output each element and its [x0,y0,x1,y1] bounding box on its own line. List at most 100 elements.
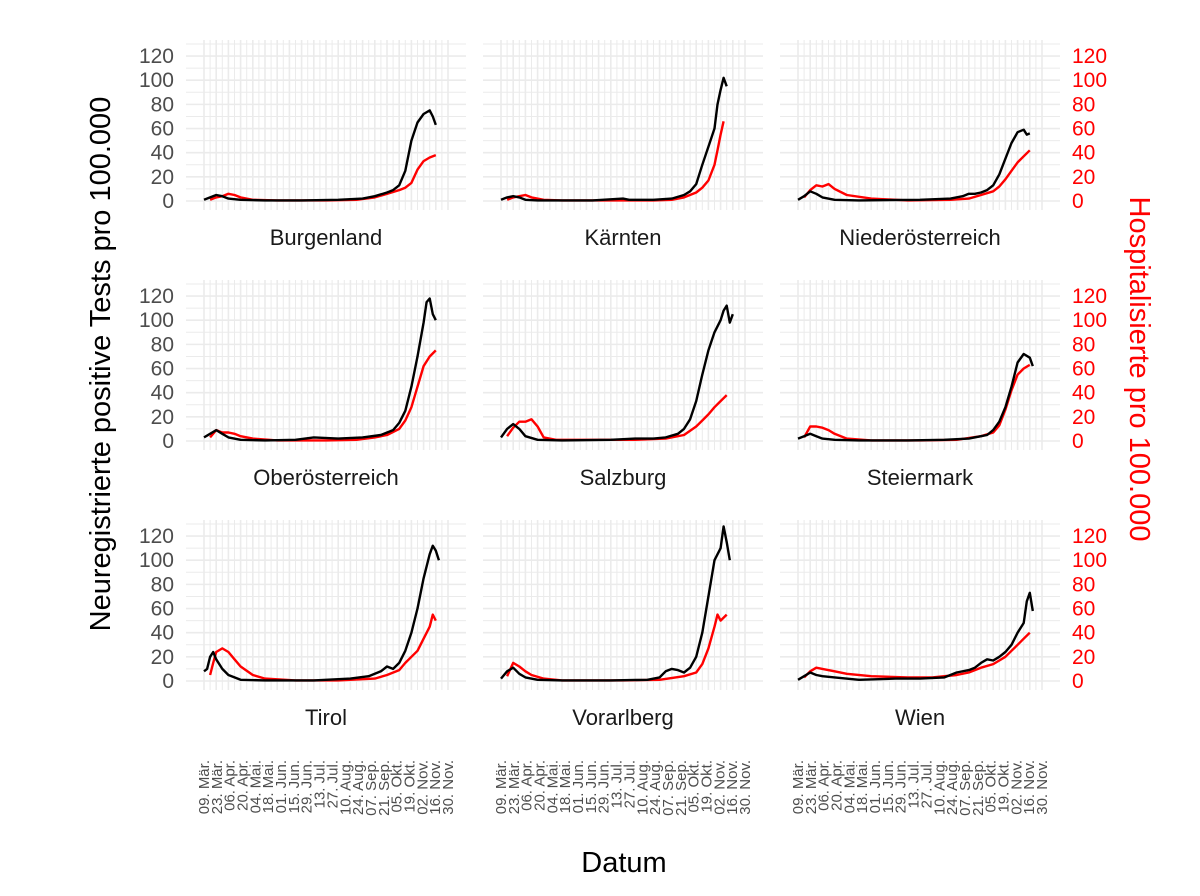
facet-label: Steiermark [867,465,974,490]
tests-series-line [500,525,731,682]
x-tick-label: 16. Nov. [1021,760,1038,815]
y-tick-label-left: 40 [151,622,174,645]
x-tick-label: 21. Sep. [970,760,987,816]
x-tick-label: 01. Jun. [570,760,587,813]
y-tick-label-left: 80 [151,333,174,356]
y-tick-label-left: 100 [139,69,174,92]
panel-Tirol: Tirol [186,520,466,730]
hospital-series-line [803,631,1031,679]
x-tick-label: 16. Nov. [724,760,741,815]
x-tick-label: 04. Mai. [247,760,264,813]
y-tick-label-left: 80 [151,573,174,596]
y-tick-label-right: 80 [1072,93,1095,116]
x-tick-label: 20. Apr. [829,760,846,811]
y-tick-label-left: 120 [139,45,174,68]
x-tick-label: 05. Okt. [983,760,1000,813]
y-tick-label-right: 20 [1072,406,1095,429]
tests-series-line [797,352,1034,442]
x-tick-label: 07. Sep. [363,760,380,816]
facet-label: Burgenland [270,225,383,250]
tests-series-line [500,304,734,442]
y-tick-label-right: 100 [1072,69,1107,92]
x-tick-label: 30. Nov. [440,760,457,815]
y-tick-label-right: 60 [1072,358,1095,381]
tests-series-line [797,128,1031,202]
y-tick-label-left: 0 [162,430,174,453]
x-tick-label: 02. Nov. [414,760,431,815]
y-tick-label-right: 60 [1072,598,1095,621]
panel-Burgenland: Burgenland [186,40,466,250]
facet-label: Wien [895,705,945,730]
y-tick-label-left: 40 [151,382,174,405]
y-tick-label-left: 60 [151,598,174,621]
y-tick-label-right: 100 [1072,309,1107,332]
x-tick-label: 06. Apr. [222,760,239,811]
y-tick-label-left: 20 [151,646,174,669]
y-tick-label-left: 120 [139,525,174,548]
y-tick-label-left: 120 [139,285,174,308]
panel-Salzburg: Salzburg [483,280,763,490]
y-tick-label-left: 60 [151,118,174,141]
y-tick-label-right: 40 [1072,622,1095,645]
x-axis-title: Datum [581,847,666,879]
x-tick-label: 04. Mai. [544,760,561,813]
y-tick-label-right: 40 [1072,142,1095,165]
y-tick-label-left: 0 [162,190,174,213]
y-tick-label-right: 40 [1072,382,1095,405]
x-tick-label: 19. Okt. [699,760,716,813]
x-tick-label: 01. Jun. [273,760,290,813]
x-tick-label: 27. Jul. [324,760,341,808]
x-tick-label: 13. Jul. [312,760,329,808]
x-tick-label: 29. Jun. [596,760,613,813]
facet-panels: Burgenland Kärnten Niederösterreich Oberöst… [186,40,1060,730]
hospital-series-line [506,613,728,682]
x-tick-label: 10. Aug. [634,760,651,815]
y-tick-label-right: 120 [1072,285,1107,308]
x-tick-label: 20. Apr. [532,760,549,811]
x-tick-label: 21. Sep. [673,760,690,816]
y-tick-label-left: 100 [139,309,174,332]
x-tick-label: 06. Apr. [816,760,833,811]
y-tick-label-right: 80 [1072,333,1095,356]
y-tick-label-right: 120 [1072,45,1107,68]
x-tick-label: 29. Jun. [893,760,910,813]
x-tick-label: 19. Okt. [402,760,419,813]
tests-series-line [203,544,441,682]
x-tick-label: 10. Aug. [337,760,354,815]
tests-series-line [203,297,437,442]
x-tick-label: 09. Mär. [790,760,807,814]
x-tick-label: 24. Aug. [944,760,961,815]
x-tick-label: 18. Mai. [260,760,277,813]
y-tick-label-left: 20 [151,166,174,189]
x-tick-label: 18. Mai. [557,760,574,813]
y-tick-label-right: 0 [1072,430,1084,453]
y-axis-title-right: Hospitalisierte pro 100.000 [1123,197,1155,542]
panel-Niederösterreich: Niederösterreich [780,40,1060,250]
facet-label: Niederösterreich [839,225,1000,250]
x-tick-label: 13. Jul. [906,760,923,808]
y-tick-label-right: 100 [1072,549,1107,572]
x-tick-label: 02. Nov. [1008,760,1025,815]
tests-series-line [203,109,437,202]
x-tick-label: 24. Aug. [647,760,664,815]
tests-series-line [500,76,728,202]
y-tick-label-left: 100 [139,549,174,572]
facet-label: Tirol [305,705,347,730]
x-tick-label: 23. Mär. [506,760,523,814]
y-tick-label-left: 0 [162,670,174,693]
facet-label: Vorarlberg [572,705,674,730]
x-tick-label: 07. Sep. [660,760,677,816]
hospital-series-line [209,349,437,442]
facet-label: Kärnten [584,225,661,250]
x-tick-label: 20. Apr. [235,760,252,811]
panel-Kärnten: Kärnten [483,40,763,250]
panel-Wien: Wien [780,520,1060,730]
x-tick-label: 01. Jun. [867,760,884,813]
facet-label: Oberösterreich [253,465,399,490]
y-tick-label-left: 60 [151,358,174,381]
x-tick-label: 30. Nov. [1034,760,1051,815]
y-tick-label-left: 40 [151,142,174,165]
x-tick-label: 06. Apr. [519,760,536,811]
